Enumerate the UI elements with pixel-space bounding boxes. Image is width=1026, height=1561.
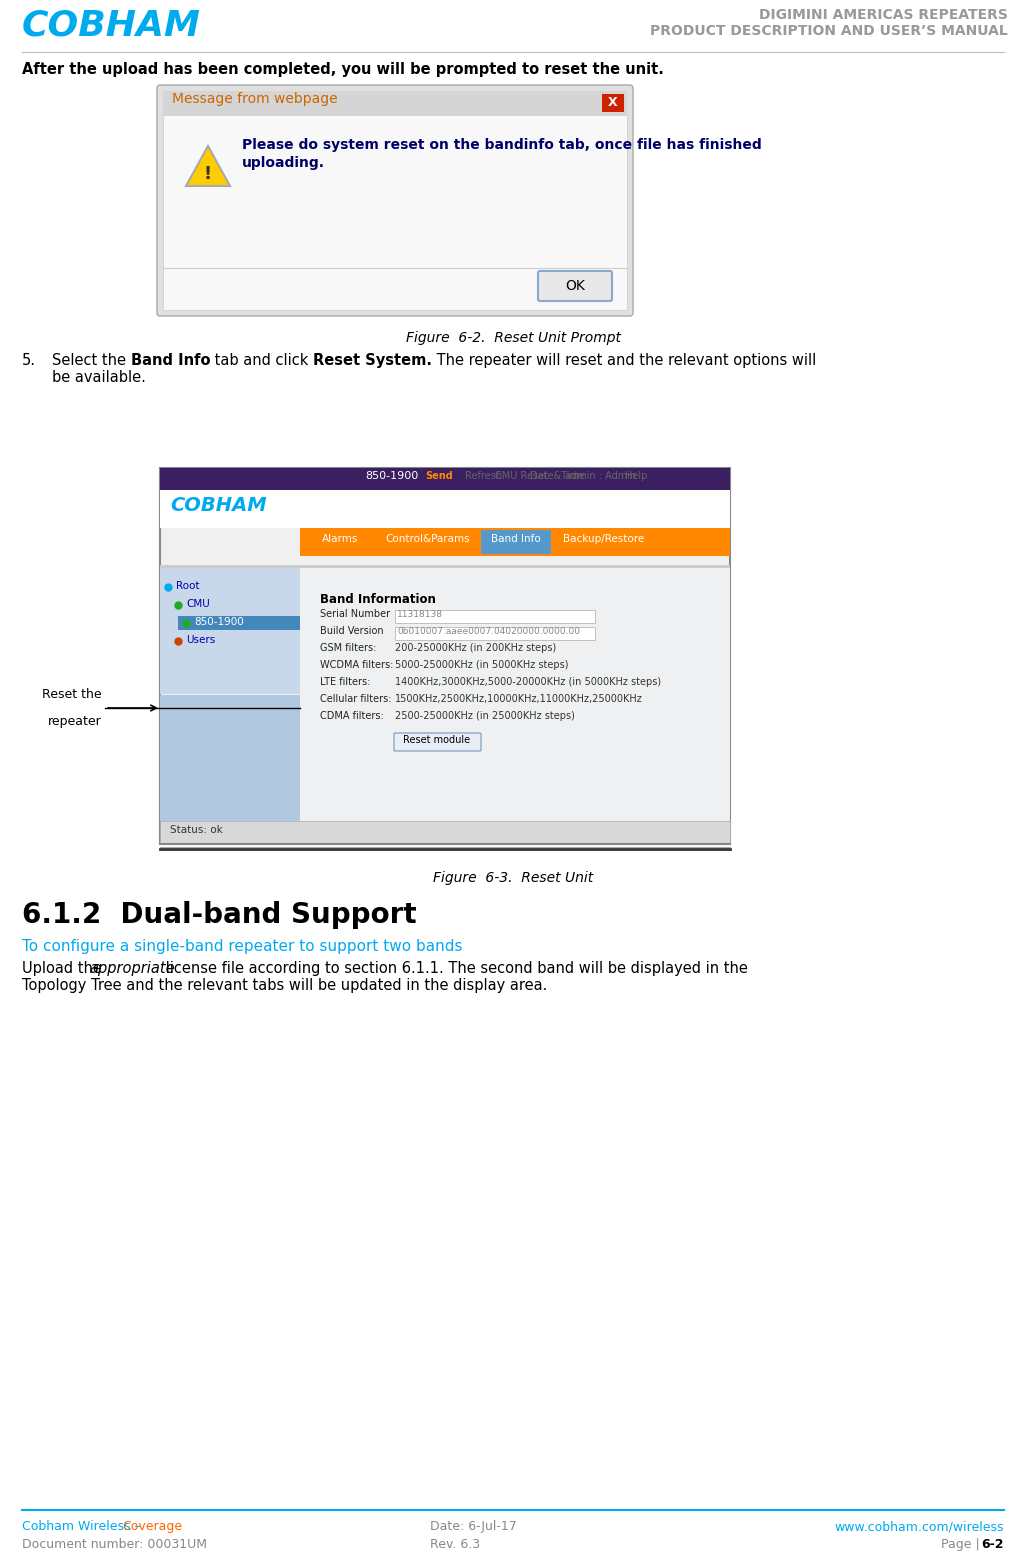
Text: Reset System.: Reset System. [313, 353, 432, 368]
Text: Rev. 6.3: Rev. 6.3 [430, 1538, 480, 1552]
Polygon shape [186, 147, 230, 186]
Text: Refresh: Refresh [465, 471, 502, 481]
Text: 1500KHz,2500KHz,10000KHz,11000KHz,25000KHz: 1500KHz,2500KHz,10000KHz,11000KHz,25000K… [395, 695, 642, 704]
Text: Cobham Wireless –: Cobham Wireless – [22, 1520, 145, 1533]
Text: OK: OK [565, 279, 585, 293]
Text: Reset the: Reset the [42, 688, 102, 701]
Text: To configure a single-band repeater to support two bands: To configure a single-band repeater to s… [22, 940, 463, 954]
Bar [160, 468, 731, 843]
FancyBboxPatch shape [394, 734, 481, 751]
FancyBboxPatch shape [395, 628, 595, 640]
Text: Topology Tree and the relevant tabs will be updated in the display area.: Topology Tree and the relevant tabs will… [22, 979, 548, 993]
Bar [300, 568, 731, 821]
Bar [160, 695, 300, 821]
Bar [555, 531, 653, 554]
Text: 6-2: 6-2 [982, 1538, 1004, 1552]
Bar [481, 531, 551, 554]
Text: 850-1900: 850-1900 [365, 471, 419, 481]
Text: 6.1.2  Dual-band Support: 6.1.2 Dual-band Support [22, 901, 417, 929]
Text: 5000-25000KHz (in 5000KHz steps): 5000-25000KHz (in 5000KHz steps) [395, 660, 568, 670]
Text: Users: Users [186, 635, 215, 645]
Text: Coverage: Coverage [122, 1520, 183, 1533]
Text: Root: Root [176, 581, 199, 592]
Bar [160, 565, 731, 568]
Text: Band Information: Band Information [320, 593, 436, 606]
Bar [602, 94, 624, 112]
Text: CMU Reset: CMU Reset [495, 471, 548, 481]
Text: Status: ok: Status: ok [170, 826, 223, 835]
Text: After the upload has been completed, you will be prompted to reset the unit.: After the upload has been completed, you… [22, 62, 664, 76]
Text: Upload the: Upload the [22, 962, 107, 976]
Bar [305, 531, 374, 554]
Bar [160, 468, 731, 490]
Text: Control&Params: Control&Params [386, 534, 470, 543]
Text: PRODUCT DESCRIPTION AND USER’S MANUAL: PRODUCT DESCRIPTION AND USER’S MANUAL [650, 23, 1008, 37]
Text: CMU: CMU [186, 599, 209, 609]
Bar [163, 91, 627, 116]
Bar [160, 490, 731, 528]
Bar [379, 531, 477, 554]
Text: 2500-25000KHz (in 25000KHz steps): 2500-25000KHz (in 25000KHz steps) [395, 710, 575, 721]
Text: Date&Time: Date&Time [530, 471, 585, 481]
Bar [160, 568, 300, 695]
Text: 11318138: 11318138 [397, 610, 443, 620]
FancyBboxPatch shape [538, 272, 611, 301]
Text: X: X [608, 95, 618, 109]
Text: Figure  6-3.  Reset Unit: Figure 6-3. Reset Unit [433, 871, 593, 885]
Bar [300, 528, 731, 556]
Bar [160, 821, 731, 843]
Text: 850-1900: 850-1900 [194, 617, 244, 628]
Text: license file according to section 6.1.1. The second band will be displayed in th: license file according to section 6.1.1.… [161, 962, 748, 976]
Text: COBHAM: COBHAM [22, 8, 201, 42]
Bar [177, 617, 300, 631]
Text: The repeater will reset and the relevant options will: The repeater will reset and the relevant… [432, 353, 817, 368]
Text: Send: Send [425, 471, 452, 481]
Text: Date: 6-Jul-17: Date: 6-Jul-17 [430, 1520, 517, 1533]
Text: !: ! [204, 165, 212, 183]
Text: www.cobham.com/wireless: www.cobham.com/wireless [834, 1520, 1004, 1533]
Text: repeater: repeater [48, 715, 102, 727]
Text: COBHAM: COBHAM [170, 496, 267, 515]
Text: appropriate: appropriate [89, 962, 174, 976]
Text: Message from webpage: Message from webpage [172, 92, 338, 106]
Text: Figure  6-2.  Reset Unit Prompt: Figure 6-2. Reset Unit Prompt [405, 331, 621, 345]
FancyBboxPatch shape [395, 610, 595, 623]
Text: Select the: Select the [52, 353, 130, 368]
Text: be available.: be available. [52, 370, 146, 386]
Text: Build Version: Build Version [320, 626, 384, 635]
Text: Help: Help [625, 471, 647, 481]
Text: 5.: 5. [22, 353, 36, 368]
Text: LTE filters:: LTE filters: [320, 677, 370, 687]
Text: WCDMA filters:: WCDMA filters: [320, 660, 393, 670]
Text: DIGIMINI AMERICAS REPEATERS: DIGIMINI AMERICAS REPEATERS [759, 8, 1008, 22]
Text: 200-25000KHz (in 200KHz steps): 200-25000KHz (in 200KHz steps) [395, 643, 556, 652]
Text: tab and click: tab and click [210, 353, 313, 368]
Text: Document number: 00031UM: Document number: 00031UM [22, 1538, 207, 1552]
Text: CDMA filters:: CDMA filters: [320, 710, 384, 721]
Text: Please do system reset on the bandinfo tab, once file has finished: Please do system reset on the bandinfo t… [242, 137, 761, 151]
Text: 1400KHz,3000KHz,5000-20000KHz (in 5000KHz steps): 1400KHz,3000KHz,5000-20000KHz (in 5000KH… [395, 677, 661, 687]
Text: Cellular filters:: Cellular filters: [320, 695, 392, 704]
Text: Reset module: Reset module [403, 735, 471, 745]
Text: Backup/Restore: Backup/Restore [563, 534, 644, 543]
Text: uploading.: uploading. [242, 156, 325, 170]
FancyBboxPatch shape [157, 84, 633, 315]
Text: GSM filters:: GSM filters: [320, 643, 377, 652]
Text: Band Info: Band Info [130, 353, 210, 368]
Text: Serial Number: Serial Number [320, 609, 390, 620]
Text: Page |: Page | [941, 1538, 980, 1552]
Text: admin : Admin: admin : Admin [565, 471, 636, 481]
Text: Band Info: Band Info [491, 534, 541, 543]
Text: 0b010007.aaee0007.04020000.0000.00: 0b010007.aaee0007.04020000.0000.00 [397, 628, 580, 635]
Bar [163, 116, 627, 311]
Text: Alarms: Alarms [322, 534, 358, 543]
